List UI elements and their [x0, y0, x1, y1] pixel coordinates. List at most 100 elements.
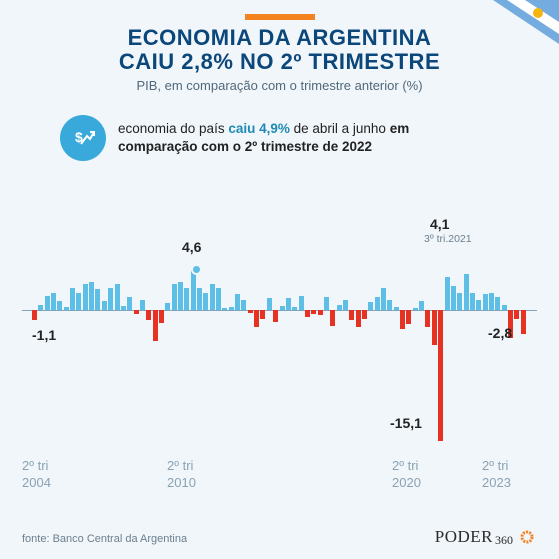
bar: [254, 310, 259, 327]
bar: [280, 306, 285, 310]
title-line-2: CAIU 2,8% NO 2º TRIMESTRE: [119, 49, 440, 74]
bar: [178, 282, 183, 310]
bar: [521, 310, 526, 334]
x-axis-label: 2º tri2010: [167, 458, 196, 490]
chart-callout: -2,8: [488, 325, 512, 341]
bar: [159, 310, 164, 323]
bar: [330, 310, 335, 326]
bar: [102, 301, 107, 310]
bar: [337, 305, 342, 310]
dollar-trend-icon: $: [60, 115, 106, 161]
bar: [483, 294, 488, 310]
bar: [229, 307, 234, 310]
bar: [241, 300, 246, 310]
bar: [464, 274, 469, 310]
bar: [222, 308, 227, 310]
bar: [140, 300, 145, 310]
bar: [51, 293, 56, 310]
logo-text: PODER: [435, 527, 493, 547]
bar: [356, 310, 361, 327]
bar: [83, 284, 88, 310]
bar: [248, 310, 253, 313]
bar: [153, 310, 158, 341]
note-text: economia do país caiu 4,9% de abril a ju…: [118, 120, 448, 156]
bar: [502, 305, 507, 310]
bar: [108, 288, 113, 310]
publisher-logo: PODER 360: [435, 527, 537, 547]
bar: [362, 310, 367, 319]
accent-bar: [245, 14, 315, 20]
x-axis-label: 2º tri2004: [22, 458, 51, 490]
bar: [299, 296, 304, 310]
bar: [343, 300, 348, 310]
bar: [438, 310, 443, 441]
bar: [432, 310, 437, 345]
bar: [286, 298, 291, 310]
bar: [115, 284, 120, 310]
source-text: fonte: Banco Central da Argentina: [22, 533, 187, 545]
bar: [64, 307, 69, 310]
bar: [406, 310, 411, 324]
bar: [495, 297, 500, 310]
chart-bars: -1,1 4,6 -15,1 4,13º tri.2021 -2,8: [32, 215, 527, 450]
bar: [95, 289, 100, 310]
chart-callout: 4,1: [430, 216, 449, 232]
bar: [305, 310, 310, 317]
bar: [476, 300, 481, 310]
chart-callout: 3º tri.2021: [424, 233, 472, 245]
bar: [394, 307, 399, 310]
title-line-1: ECONOMIA DA ARGENTINA: [128, 25, 432, 50]
bar: [57, 301, 62, 310]
bar: [134, 310, 139, 314]
bar: [387, 300, 392, 310]
bar: [470, 293, 475, 310]
bar: [146, 310, 151, 320]
argentina-flag-icon: [493, 0, 559, 44]
bar: [216, 288, 221, 310]
bar: [425, 310, 430, 327]
summary-note: $ economia do país caiu 4,9% de abril a …: [60, 115, 559, 161]
chart-callout: 4,6: [182, 239, 201, 255]
bar: [489, 293, 494, 310]
logo-360: 360: [495, 533, 513, 548]
bar: [260, 310, 265, 319]
bar: [273, 310, 278, 322]
bar: [203, 293, 208, 310]
bar: [514, 310, 519, 319]
bar: [38, 305, 43, 310]
bar: [191, 270, 196, 310]
subtitle: PIB, em comparação com o trimestre anter…: [0, 78, 559, 93]
bar: [121, 306, 126, 310]
bar: [165, 303, 170, 310]
chart-callout: -1,1: [32, 327, 56, 343]
bar: [197, 288, 202, 310]
bar: [419, 301, 424, 310]
bar: [375, 297, 380, 310]
bar: [89, 282, 94, 310]
chart-highlight-dot: [191, 264, 202, 275]
bar: [400, 310, 405, 329]
bar: [45, 296, 50, 310]
bar: [381, 288, 386, 310]
bar: [368, 302, 373, 310]
bar: [324, 297, 329, 310]
bar: [32, 310, 37, 320]
bar: [445, 277, 450, 310]
bar: [349, 310, 354, 320]
bar: [267, 298, 272, 310]
x-axis-label: 2º tri2020: [392, 458, 421, 490]
x-axis-label: 2º tri2023: [482, 458, 511, 490]
page-title: ECONOMIA DA ARGENTINA CAIU 2,8% NO 2º TR…: [0, 26, 559, 74]
bar: [451, 286, 456, 310]
bar: [311, 310, 316, 314]
infographic-card: ECONOMIA DA ARGENTINA CAIU 2,8% NO 2º TR…: [0, 0, 559, 559]
bar: [210, 284, 215, 310]
bar: [70, 288, 75, 310]
bar: [457, 293, 462, 310]
logo-sun-icon: [517, 527, 537, 547]
bar: [292, 307, 297, 310]
bar: [127, 297, 132, 310]
bar: [76, 293, 81, 310]
chart-callout: -15,1: [390, 415, 422, 431]
bar: [318, 310, 323, 315]
